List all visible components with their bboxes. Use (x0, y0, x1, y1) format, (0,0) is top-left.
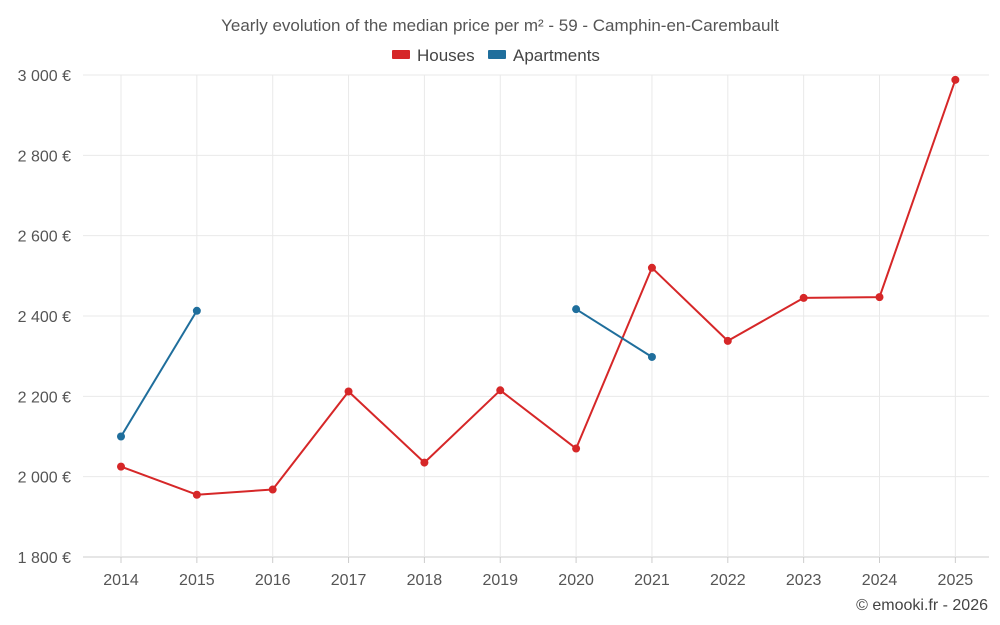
series-points (117, 75, 960, 499)
houses-point-2024[interactable] (875, 293, 884, 302)
y-tick-label: 3 000 € (18, 68, 71, 85)
houses-point-2014[interactable] (117, 462, 125, 471)
x-tick-label: 2023 (786, 572, 822, 589)
houses-point-2015[interactable] (192, 490, 201, 499)
y-gridlines (83, 74, 989, 558)
series-lines (120, 79, 957, 496)
y-axis-ticks: 1 800 € 2 000 € 2 200 € 2 400 € 2 600 € 2 800… (18, 68, 71, 567)
houses-point-2025[interactable] (951, 75, 960, 84)
x-tick-label: 2015 (179, 572, 215, 589)
x-tick-label: 2018 (407, 572, 443, 589)
apartments-legend-label[interactable]: Apartments (513, 46, 600, 65)
houses-point-2020[interactable] (572, 444, 581, 453)
x-tick-label: 2024 (862, 572, 898, 589)
x-tick-label: 2025 (938, 572, 974, 589)
houses-point-2019[interactable] (496, 386, 505, 395)
y-tick-label: 2 600 € (18, 229, 71, 246)
apartments-point-2021[interactable] (647, 352, 656, 361)
x-axis-ticks: 2014 2015 2016 2017 2018 2019 2020 2021 2022 2023… (103, 572, 973, 589)
x-tick-label: 2020 (558, 572, 594, 589)
apartments-point-2015[interactable] (192, 306, 201, 315)
y-tick-label: 1 800 € (18, 550, 71, 567)
x-tick-label: 2016 (255, 572, 291, 589)
y-tick-label: 2 400 € (18, 309, 71, 326)
houses-point-2017[interactable] (344, 387, 353, 396)
legend[interactable]: Houses Apartments (392, 46, 600, 65)
x-tick-label: 2014 (103, 572, 139, 589)
apartments-legend-swatch[interactable] (488, 50, 506, 59)
x-tick-label: 2019 (482, 572, 518, 589)
x-gridlines (120, 75, 956, 563)
houses-point-2018[interactable] (420, 458, 429, 467)
chart-title: Yearly evolution of the median price per… (221, 16, 779, 35)
apartments-series-line (575, 308, 653, 358)
credit-text[interactable]: © emooki.fr - 2026 (856, 597, 988, 614)
x-tick-label: 2021 (634, 572, 670, 589)
houses-point-2016[interactable] (268, 485, 277, 494)
houses-legend-swatch[interactable] (392, 50, 410, 59)
y-tick-label: 2 200 € (18, 389, 71, 406)
y-tick-label: 2 800 € (18, 148, 71, 165)
houses-point-2021[interactable] (647, 263, 656, 272)
y-tick-label: 2 000 € (18, 470, 71, 487)
apartments-series-line (120, 310, 198, 438)
houses-point-2023[interactable] (799, 293, 808, 302)
houses-point-2022[interactable] (723, 336, 732, 345)
apartments-point-2014[interactable] (117, 432, 125, 441)
x-tick-label: 2017 (331, 572, 367, 589)
houses-series-line (120, 79, 957, 496)
houses-legend-label[interactable]: Houses (417, 46, 475, 65)
x-tick-label: 2022 (710, 572, 746, 589)
apartments-point-2020[interactable] (572, 305, 581, 314)
